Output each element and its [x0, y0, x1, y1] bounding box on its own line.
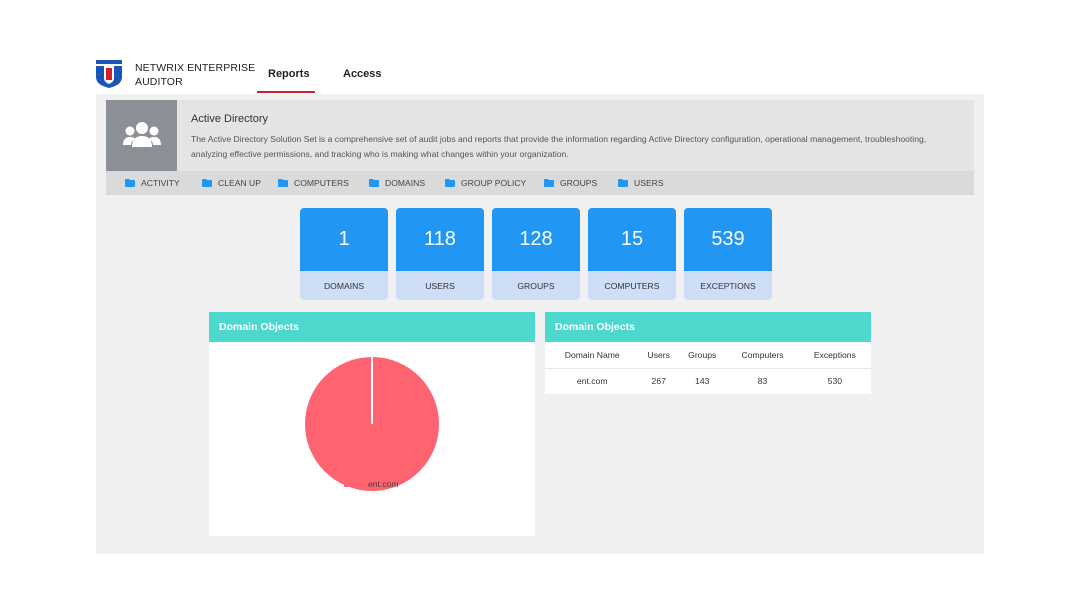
main-content: Active Directory The Active Directory So…: [96, 94, 984, 554]
domain-objects-table: Domain Name Users Groups Computers Excep…: [545, 342, 871, 393]
nav-item-label: ACTIVITY: [141, 178, 180, 188]
stat-value: 118: [396, 208, 484, 271]
chart-legend[interactable]: ent.com: [344, 479, 399, 489]
solution-header: Active Directory The Active Directory So…: [106, 100, 974, 171]
folder-icon: [618, 179, 628, 187]
column-header-users[interactable]: Users: [639, 342, 679, 369]
nav-item-group-policy[interactable]: GROUP POLICY: [445, 178, 526, 188]
nav-item-label: GROUP POLICY: [461, 178, 527, 188]
stat-card-exceptions[interactable]: 539 EXCEPTIONS: [684, 208, 772, 300]
table-row[interactable]: ent.com 267 143 83 530: [545, 368, 871, 393]
nav-item-label: GROUPS: [560, 178, 598, 188]
column-header-groups[interactable]: Groups: [678, 342, 727, 369]
panel-title: Domain Objects: [209, 312, 535, 342]
folder-icon: [445, 179, 455, 187]
nav-item-label: DOMAINS: [385, 178, 426, 188]
nav-item-domains[interactable]: DOMAINS: [369, 178, 425, 188]
stat-value: 128: [492, 208, 580, 271]
stat-value: 1: [300, 208, 388, 271]
cell-exceptions: 530: [827, 375, 843, 386]
nav-item-clean-up[interactable]: CLEAN UP: [202, 178, 261, 188]
cell-domain-name: ent.com: [576, 375, 608, 386]
nav-item-users[interactable]: USERS: [618, 178, 664, 188]
brand-line-1: NETWRIX ENTERPRISE: [135, 62, 256, 74]
stat-label: USERS: [396, 271, 484, 300]
users-group-icon: [106, 100, 177, 171]
active-tab-indicator: [257, 91, 315, 93]
brand-name: NETWRIX ENTERPRISE AUDITOR: [135, 61, 255, 89]
legend-swatch: [344, 481, 362, 487]
domain-objects-table-panel: Domain Objects Domain Name Users Groups …: [545, 312, 871, 394]
folder-icon: [202, 179, 212, 187]
tab-reports[interactable]: Reports: [268, 68, 310, 80]
stat-label: COMPUTERS: [588, 271, 676, 300]
stat-card-computers[interactable]: 15 COMPUTERS: [588, 208, 676, 300]
folder-icon: [278, 179, 288, 187]
cell-users: 267: [651, 375, 666, 386]
stat-card-groups[interactable]: 128 GROUPS: [492, 208, 580, 300]
stat-label: EXCEPTIONS: [684, 271, 772, 300]
column-header-exceptions[interactable]: Exceptions: [798, 342, 871, 369]
solution-title: Active Directory: [191, 113, 269, 125]
tab-access[interactable]: Access: [343, 68, 382, 80]
app-header: NETWRIX ENTERPRISE AUDITOR Reports Acces…: [96, 56, 984, 94]
stat-label: GROUPS: [492, 271, 580, 300]
column-header-domain-name[interactable]: Domain Name: [545, 342, 640, 369]
category-nav: ACTIVITY CLEAN UP COMPUTERS DOMAINS GROU…: [106, 171, 974, 195]
stat-label: DOMAINS: [300, 271, 388, 300]
folder-icon: [369, 179, 379, 187]
domain-objects-chart-panel: Domain Objects ent.com: [209, 312, 535, 536]
nav-item-label: COMPUTERS: [294, 178, 349, 188]
stat-value: 15: [588, 208, 676, 271]
legend-label: ent.com: [368, 479, 399, 489]
folder-icon: [544, 179, 554, 187]
panel-title: Domain Objects: [545, 312, 871, 342]
stat-card-users[interactable]: 118 USERS: [396, 208, 484, 300]
cell-computers: 83: [757, 375, 768, 386]
nav-item-activity[interactable]: ACTIVITY: [125, 178, 180, 188]
cell-groups: 143: [695, 375, 710, 386]
nav-item-computers[interactable]: COMPUTERS: [278, 178, 349, 188]
brand-line-2: AUDITOR: [135, 76, 183, 88]
netwrix-logo-icon: [96, 60, 122, 88]
table-header-row: Domain Name Users Groups Computers Excep…: [545, 342, 871, 369]
column-header-computers[interactable]: Computers: [726, 342, 799, 369]
nav-item-label: CLEAN UP: [218, 178, 261, 188]
solution-description: The Active Directory Solution Set is a c…: [191, 134, 927, 159]
pie-chart: [305, 357, 439, 491]
nav-item-groups[interactable]: GROUPS: [544, 178, 597, 188]
nav-item-label: USERS: [634, 178, 664, 188]
stat-card-domains[interactable]: 1 DOMAINS: [300, 208, 388, 300]
stat-value: 539: [684, 208, 772, 271]
folder-icon: [125, 179, 135, 187]
